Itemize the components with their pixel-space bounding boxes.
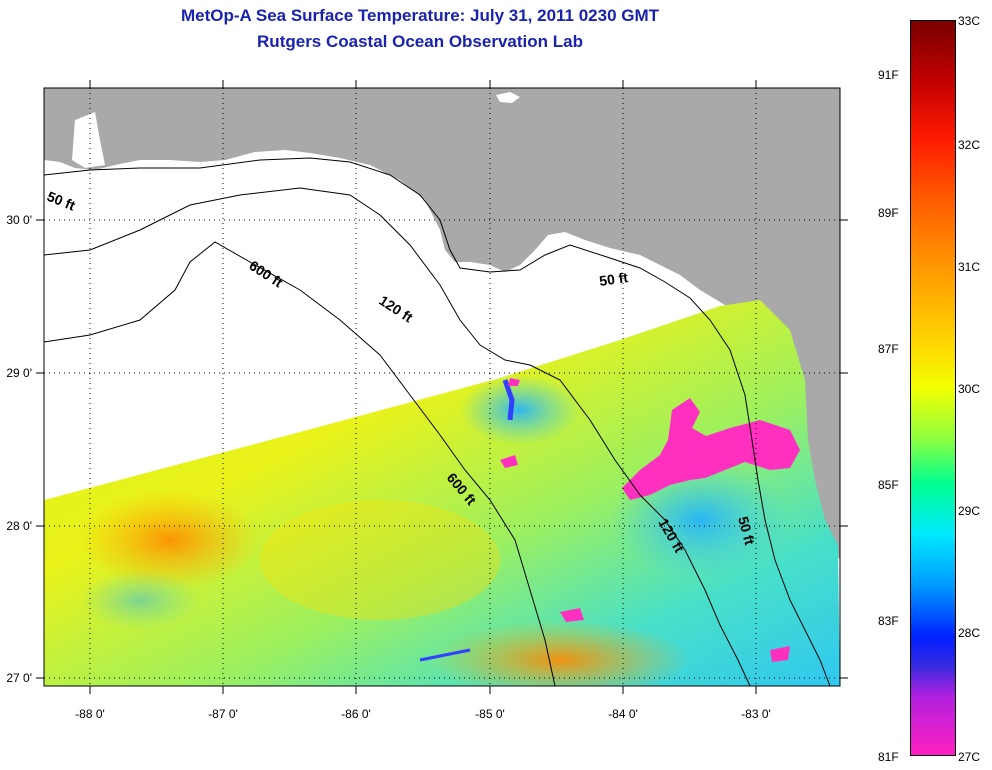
temperature-colorbar xyxy=(910,20,956,756)
colorbar-fahrenheit-label: 81F xyxy=(878,750,899,764)
colorbar-celsius-label: 29C xyxy=(958,504,981,518)
colorbar-celsius-label: 32C xyxy=(958,138,981,152)
contour-600ft xyxy=(44,241,556,686)
cool-water-patch xyxy=(80,570,200,630)
map-subtitle: Rutgers Coastal Ocean Observation Lab xyxy=(257,32,583,51)
bay-feature xyxy=(496,92,520,103)
contour-label: 50 ft xyxy=(735,515,758,547)
cloud-mask xyxy=(560,608,584,622)
y-tick-label: 28 0' xyxy=(6,519,32,533)
x-tick-label: -88 0' xyxy=(75,707,105,721)
cloud-mask xyxy=(770,646,790,662)
x-tick-label: -84 0' xyxy=(608,707,638,721)
colorbar-fahrenheit-label: 87F xyxy=(878,342,899,356)
y-tick-label: 29 0' xyxy=(6,366,32,380)
land-mass xyxy=(44,88,840,560)
colorbar-celsius-label: 33C xyxy=(958,14,981,28)
colorbar-celsius-label: 28C xyxy=(958,626,981,640)
cold-filament xyxy=(419,648,471,662)
map-title: MetOp-A Sea Surface Temperature: July 31… xyxy=(180,6,660,25)
x-tick-label: -83 0' xyxy=(741,707,771,721)
warm-water-patch xyxy=(430,620,690,686)
x-tick-label: -86 0' xyxy=(341,707,371,721)
warm-water-patch xyxy=(260,500,500,620)
colorbar-fahrenheit-label: 89F xyxy=(878,206,899,220)
cool-water-patch xyxy=(460,375,580,445)
sst-swath xyxy=(44,300,840,686)
x-tick-label: -87 0' xyxy=(208,707,238,721)
x-tick-label: -85 0' xyxy=(475,707,505,721)
cloud-mask xyxy=(508,378,520,386)
contour-120ft xyxy=(44,187,751,686)
colorbar-celsius-label: 27C xyxy=(958,750,981,764)
colorbar-fahrenheit-label: 83F xyxy=(878,614,899,628)
contour-50ft xyxy=(44,157,831,686)
cold-filament xyxy=(502,379,515,421)
colorbar-celsius-label: 31C xyxy=(958,260,981,274)
y-tick-label: 27 0' xyxy=(6,671,32,685)
map-frame xyxy=(43,87,841,687)
colorbar-fahrenheit-label: 91F xyxy=(878,68,899,82)
bay-feature xyxy=(72,112,105,168)
colorbar-fahrenheit-label: 85F xyxy=(878,478,899,492)
colorbar-celsius-label: 30C xyxy=(958,382,981,396)
cloud-mask xyxy=(500,455,518,468)
y-tick-label: 30 0' xyxy=(6,213,32,227)
contour-label: 50 ft xyxy=(598,269,629,289)
axis-ticks xyxy=(36,80,848,694)
warm-water-patch xyxy=(80,490,260,590)
